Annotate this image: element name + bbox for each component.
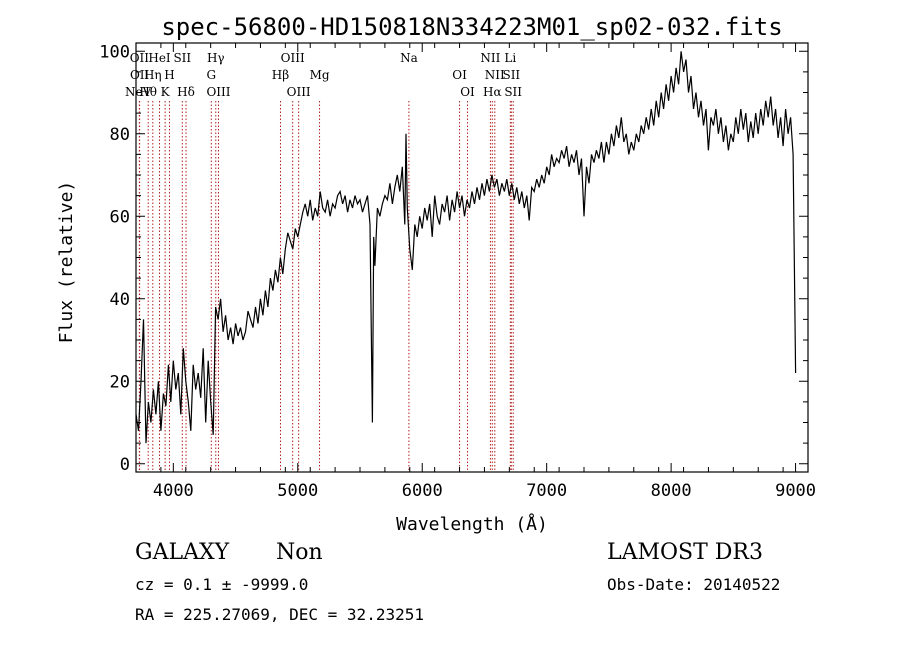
chart-title: spec-56800-HD150818N334223M01_sp02-032.f…	[161, 13, 782, 41]
y-axis-ticks: 0 20 40 60 80 100	[99, 42, 808, 475]
line-label: NII	[480, 51, 500, 65]
line-label: G	[206, 68, 216, 82]
x-tick-label: 4000	[153, 481, 194, 501]
object-class: GALAXY	[135, 540, 230, 565]
line-label: SII	[173, 51, 191, 65]
x-tick-label: 6000	[402, 481, 443, 501]
line-label: Na	[400, 51, 418, 65]
x-tick-label: 9000	[775, 481, 816, 501]
line-label: HeI	[148, 51, 171, 65]
line-label: OI	[452, 68, 467, 82]
x-tick-label: 5000	[277, 481, 318, 501]
redshift-line: cz = 0.1 ± -9999.0	[135, 575, 308, 594]
line-label: OIII	[287, 85, 311, 99]
spectrum-line	[135, 51, 797, 444]
line-label: Hγ	[207, 51, 225, 65]
object-subclass: Non	[276, 540, 323, 565]
line-label: Hα	[483, 85, 502, 99]
line-label: Li	[504, 51, 516, 65]
line-label: SII	[504, 85, 522, 99]
x-tick-label: 7000	[526, 481, 567, 501]
x-axis-ticks: 4000 5000 6000 7000 8000 9000	[135, 43, 816, 501]
line-label: K	[161, 85, 171, 99]
x-axis-label: Wavelength (Å)	[396, 513, 548, 535]
line-label: Hθ	[139, 85, 157, 99]
y-tick-label: 0	[120, 455, 130, 475]
line-label: OII	[130, 51, 150, 65]
y-axis-label: Flux (relative)	[56, 181, 77, 344]
y-tick-label: 80	[110, 125, 130, 145]
spectral-line-markers	[138, 101, 514, 472]
line-label: Hη	[144, 68, 162, 82]
line-label: Mg	[310, 68, 330, 82]
y-tick-label: 60	[110, 207, 130, 227]
line-label: H	[164, 68, 174, 82]
line-label: OIII	[281, 51, 305, 65]
plot-frame	[135, 42, 809, 473]
survey-name: LAMOST DR3	[607, 540, 763, 565]
line-label: NII	[485, 68, 505, 82]
y-tick-label: 20	[110, 372, 130, 392]
y-tick-label: 40	[110, 290, 130, 310]
spectral-line-labels: NeVOIIOIIHθHηHeIKHSIIHδHγGOIIIHβOIIIOIII…	[125, 51, 522, 99]
line-label: SII	[502, 68, 520, 82]
line-label: OIII	[206, 85, 230, 99]
line-label: Hβ	[272, 68, 289, 82]
line-label: OII	[130, 68, 150, 82]
line-label: OI	[460, 85, 475, 99]
line-label: Hδ	[177, 85, 195, 99]
y-tick-label: 100	[99, 42, 130, 62]
x-tick-label: 8000	[651, 481, 692, 501]
coordinates-line: RA = 225.27069, DEC = 32.23251	[135, 605, 424, 624]
obs-date-line: Obs-Date: 20140522	[607, 575, 780, 594]
